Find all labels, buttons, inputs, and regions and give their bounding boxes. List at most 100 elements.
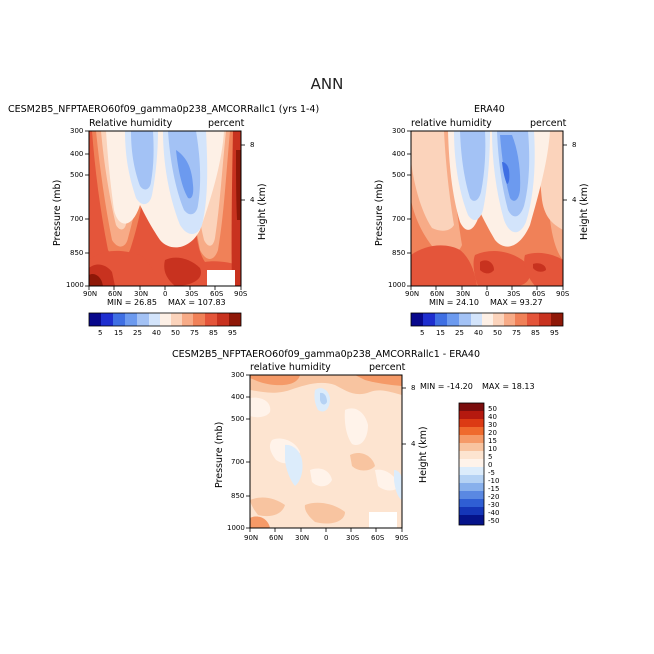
panel3-ytick-400: 400 [231,393,245,401]
panel1-ytick-700: 700 [70,215,84,223]
panel1-ytick-500: 500 [70,171,84,179]
panel1-cbar-label-50: 50 [171,329,180,337]
panel2-cbar-label-5: 5 [420,329,425,337]
panel2-ytick-500: 500 [392,171,406,179]
panel3-ytick-300: 300 [231,371,245,379]
panel2-ticks [407,130,567,290]
panel3-cbar-label-5: 5 [488,453,493,461]
panel3-xtick-30S: 30S [346,534,360,542]
panel3-contour-field [250,375,402,528]
panel2-ytick-700: 700 [392,215,406,223]
panel3-height-tick-4: 4 [411,440,416,448]
panel3-max-text: MAX = 18.13 [482,382,535,391]
panel2-height-tick-8: 8 [572,141,577,149]
panel3-xtick-30N: 30N [295,534,310,542]
panel3-min-text: MIN = -14.20 [420,382,473,391]
panel3-cbar-label-15: 15 [488,437,497,445]
panel3-cbar-label-50: 50 [488,405,497,413]
panel1-ticks [85,130,245,290]
panel3-cbar-label-30: 30 [488,421,497,429]
panel2-xtick-30S: 30S [507,290,521,298]
panel2-cbar-label-75: 75 [512,329,521,337]
panel3-units-label: percent [369,362,406,373]
panel3-cbar-label-neg40: -40 [488,509,500,517]
panel2-xtick-90S: 90S [556,290,570,298]
page-title: ANN [310,75,344,93]
panel2-cbar-label-95: 95 [550,329,559,337]
panel2-ytick-1000: 1000 [388,281,406,289]
panel3-xtick-90S: 90S [395,534,409,542]
panel3-ytick-1000: 1000 [227,524,245,532]
panel3-variable-label: relative humidity [250,362,331,373]
panel1-height-tick-4: 4 [250,196,255,204]
panel1-cbar-label-75: 75 [190,329,199,337]
panel1-cbar-label-5: 5 [98,329,103,337]
panel3-cbar-label-neg10: -10 [488,477,500,485]
panel1-ytick-1000: 1000 [66,281,84,289]
panel3-xtick-60N: 60N [269,534,284,542]
panel2-ytick-850: 850 [392,249,406,257]
panel3-cbar-label-40: 40 [488,413,497,421]
panel1-xtick-30S: 30S [185,290,199,298]
panel1-xtick-30N: 30N [134,290,149,298]
panel3-xtick-0: 0 [324,534,329,542]
panel2-cbar-label-40: 40 [474,329,483,337]
panel3-ytick-500: 500 [231,415,245,423]
panel3-title: CESM2B5_NFPTAERO60f09_gamma0p238_AMCORRa… [172,349,481,360]
panel1-cbar-label-85: 85 [209,329,218,337]
panel3-ytick-850: 850 [231,492,245,500]
panel1-units-label: percent [208,118,245,129]
panel3-cbar-label-neg30: -30 [488,501,500,509]
panel2-ytick-300: 300 [392,127,406,135]
panel3-xtick-90N: 90N [244,534,259,542]
panel1-colorbar [88,312,242,327]
panel1-variable-label: Relative humidity [89,118,173,129]
panel1-xtick-90S: 90S [234,290,248,298]
panel1-min-text: MIN = 26.85 [107,298,157,307]
panel1-ytick-400: 400 [70,150,84,158]
panel1-cbar-label-40: 40 [152,329,161,337]
panel2-units-label: percent [530,118,567,129]
panel3-cbar-label-20: 20 [488,429,497,437]
panel3-cbar-label-neg5: -5 [488,469,495,477]
panel2-cbar-label-15: 15 [436,329,445,337]
panel1-cbar-label-25: 25 [133,329,142,337]
panel2-xtick-30N: 30N [456,290,471,298]
panel3-cbar-label-0: 0 [488,461,493,469]
panel1-xtick-60S: 60S [210,290,224,298]
panel2-min-text: MIN = 24.10 [429,298,479,307]
panel2-xtick-90N: 90N [405,290,420,298]
panel3-cbar-label-neg50: -50 [488,517,500,525]
panel3-colorbar [458,402,485,526]
panel3-cbar-label-10: 10 [488,445,497,453]
panel2-cbar-label-25: 25 [455,329,464,337]
panel1-xtick-0: 0 [163,290,168,298]
panel2-xtick-60S: 60S [532,290,546,298]
panel3-xtick-60S: 60S [371,534,385,542]
panel3-height-tick-8: 8 [411,384,416,392]
panel2-xtick-0: 0 [485,290,490,298]
panel2-cbar-label-50: 50 [493,329,502,337]
panel2-max-text: MAX = 93.27 [490,298,543,307]
panel3-cbar-label-neg20: -20 [488,493,500,501]
panel2-cbar-label-85: 85 [531,329,540,337]
panel1-height-tick-8: 8 [250,141,255,149]
panel1-xtick-90N: 90N [83,290,98,298]
panel1-contour-field [89,131,241,286]
panel2-contour-field [411,131,563,286]
panel1-cbar-label-15: 15 [114,329,123,337]
panel2-colorbar [410,312,564,327]
panel1-ytick-300: 300 [70,127,84,135]
panel1-cbar-label-95: 95 [228,329,237,337]
panel3-ytick-700: 700 [231,458,245,466]
panel1-title: CESM2B5_NFPTAERO60f09_gamma0p238_AMCORRa… [8,104,320,115]
panel1-max-text: MAX = 107.83 [168,298,226,307]
panel2-variable-label: relative humidity [411,118,492,129]
panel3-ticks [246,374,406,532]
panel2-height-tick-4: 4 [572,196,577,204]
panel3-cbar-label-neg15: -15 [488,485,500,493]
panel2-title: ERA40 [474,104,505,115]
panel1-ytick-850: 850 [70,249,84,257]
panel2-xtick-60N: 60N [430,290,445,298]
